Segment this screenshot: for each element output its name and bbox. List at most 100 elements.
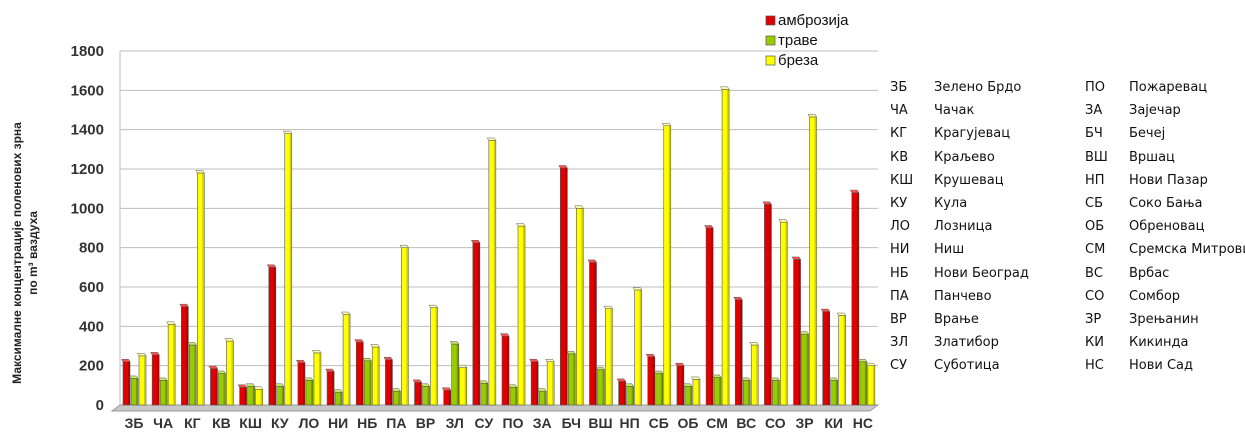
bar-ЗА-2 xyxy=(545,358,555,406)
bar-КШ-1 xyxy=(245,383,256,406)
abbreviation-code: ВС xyxy=(1085,265,1103,281)
bar-НП-1 xyxy=(624,383,635,406)
abbreviation-name: Пожаревац xyxy=(1129,80,1208,95)
bar-ЗР-1 xyxy=(799,331,809,406)
bar-ЗЛ-1 xyxy=(449,341,460,406)
abbreviation-code: БЧ xyxy=(1085,126,1103,142)
abbreviation-name: Ниш xyxy=(934,242,965,258)
bar-ЗР-2 xyxy=(807,114,817,406)
y-axis-label-line2: по m³ ваздуха xyxy=(26,211,40,295)
abbreviation-name: Сремска Митровица xyxy=(1129,242,1245,258)
chart-floor xyxy=(110,404,880,412)
bar-ЗБ-1 xyxy=(129,375,139,406)
abbreviation-name: Сомбор xyxy=(1129,288,1181,304)
bar-НП-2 xyxy=(632,287,643,406)
x-tick-label: КИ xyxy=(824,415,843,431)
abbreviation-name: Кикинда xyxy=(1129,335,1189,351)
bar-КГ-2 xyxy=(195,170,205,406)
bar-КГ-1 xyxy=(187,342,197,406)
y-tick-label: 0 xyxy=(96,397,104,414)
abbreviation-name: Врање xyxy=(934,312,979,327)
y-tick-label: 200 xyxy=(79,358,104,375)
bar-ЗЛ-0 xyxy=(441,387,452,406)
abbreviation-code: ЗБ xyxy=(890,80,908,95)
y-tick-labels: 0 200 400 600 800 1000 1200 1400 1600 1800 xyxy=(71,43,104,414)
bar-ВР-1 xyxy=(420,383,430,406)
legend-item: траве xyxy=(765,32,818,49)
x-tick-label: ЗЛ xyxy=(446,415,464,431)
bar-ОБ-1 xyxy=(682,383,693,406)
legend-item: бреза xyxy=(765,52,819,69)
bar-СМ-0 xyxy=(704,225,714,406)
abbreviation-name: Крушевац xyxy=(934,172,1004,188)
abbreviation-code: НС xyxy=(1085,358,1104,374)
abbreviation-name: Чачак xyxy=(934,103,975,119)
y-tick-label: 1600 xyxy=(71,82,104,99)
x-tick-label: КВ xyxy=(212,415,231,431)
x-tick-label: КУ xyxy=(271,415,289,431)
bar-ЗА-1 xyxy=(537,388,547,406)
abbreviation-name: Златибор xyxy=(934,335,999,351)
abbreviation-code: ЛО xyxy=(890,219,911,235)
bar-ЧА-0 xyxy=(150,352,160,406)
abbreviation-name: Обреновац xyxy=(1129,219,1205,235)
x-tick-label: ЛО xyxy=(299,415,320,431)
bar-ПА-2 xyxy=(399,244,409,406)
bar-ЗР-0 xyxy=(791,256,801,406)
bar-НС-2 xyxy=(865,362,876,406)
bar-СБ-2 xyxy=(661,122,672,406)
x-tick-label: ЗБ xyxy=(125,415,144,431)
abbreviation-code: СМ xyxy=(1085,242,1106,258)
x-tick-label: ЗА xyxy=(533,415,552,431)
bar-ЧА-2 xyxy=(166,321,176,406)
bar-КШ-2 xyxy=(253,386,264,406)
abbreviation-code: СБ xyxy=(1085,196,1103,211)
y-tick-label: 1400 xyxy=(71,122,104,139)
x-tick-label: НБ xyxy=(357,415,377,431)
legend: амброзија траве бреза xyxy=(765,12,849,69)
abbreviation-name: Крагујевац xyxy=(934,126,1011,142)
bar-СО-2 xyxy=(778,219,788,406)
abbreviation-code: ЗЛ xyxy=(890,335,909,351)
bar-СУ-2 xyxy=(486,137,497,406)
abbreviation-name: Нови Београд xyxy=(934,265,1029,281)
legend-swatch xyxy=(765,55,776,66)
y-tick-label: 1800 xyxy=(71,43,104,60)
bar-СО-1 xyxy=(770,377,780,406)
x-tick-label: СМ xyxy=(706,415,728,431)
x-tick-labels: ЗБ ЧА КГ КВ КШ КУ ЛО НИ НБ ПА ВР ЗЛ СУ ПО ЗА БЧ ВШ НП СБ ОБ… xyxy=(125,415,873,431)
x-tick-label: ОБ xyxy=(677,415,698,431)
legend-swatch xyxy=(765,35,776,46)
bar-ВС-0 xyxy=(733,297,743,406)
y-tick-label: 400 xyxy=(79,318,104,335)
bars-group xyxy=(121,86,876,406)
bar-КВ-0 xyxy=(208,365,218,406)
bar-ЗБ-0 xyxy=(121,358,131,406)
x-tick-label: НС xyxy=(853,415,873,431)
bar-НС-1 xyxy=(857,358,868,406)
bar-НП-0 xyxy=(616,378,627,406)
y-tick-label: 1200 xyxy=(71,161,104,178)
abbreviation-name: Врбас xyxy=(1129,265,1170,281)
bar-ЛО-0 xyxy=(295,359,306,406)
abbreviation-code: НП xyxy=(1085,172,1105,188)
bar-ПА-1 xyxy=(391,388,401,406)
bar-ПО-0 xyxy=(500,333,510,406)
abbreviation-name: Зелено Брдо xyxy=(934,80,1022,95)
abbreviation-code: СУ xyxy=(890,358,907,374)
x-tick-label: СУ xyxy=(475,415,494,431)
bar-ПО-2 xyxy=(516,223,526,406)
abbreviation-code: ПО xyxy=(1085,80,1106,95)
y-tick-label: 1000 xyxy=(71,200,104,217)
legend-label: амброзија xyxy=(778,12,849,29)
bar-ВШ-1 xyxy=(595,366,605,406)
abbreviation-code: КГ xyxy=(890,126,908,142)
abbreviation-name: Бечеј xyxy=(1129,126,1166,142)
legend-label: бреза xyxy=(778,52,819,69)
x-tick-label: ВШ xyxy=(588,415,612,431)
bar-БЧ-2 xyxy=(574,205,584,406)
bar-ЗА-0 xyxy=(529,358,539,406)
legend-item: амброзија xyxy=(765,12,849,29)
bar-ОБ-2 xyxy=(690,376,701,406)
bar-БЧ-0 xyxy=(558,165,568,406)
